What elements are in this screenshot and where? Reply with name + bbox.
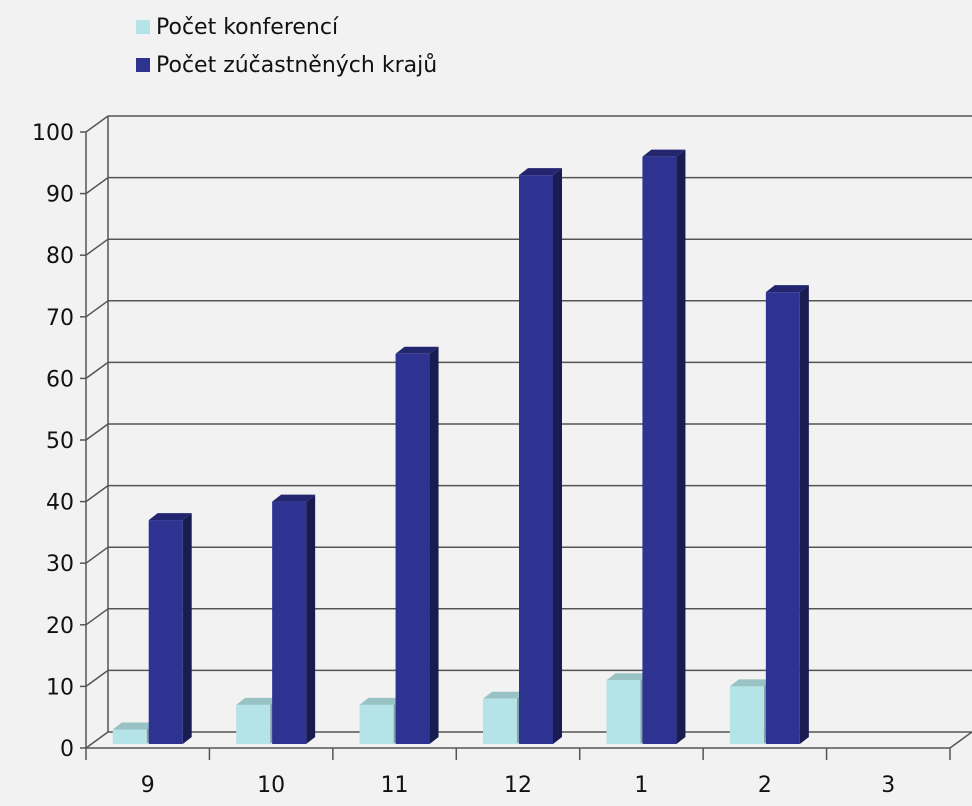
gridline-depth (85, 176, 109, 195)
bar (729, 686, 764, 744)
y-tick-label: 90 (46, 183, 74, 208)
bar-side (799, 285, 809, 744)
x-tick-label: 1 (634, 773, 648, 798)
gridline-depth (85, 608, 109, 626)
y-tick-label: 100 (32, 121, 74, 146)
bar (642, 156, 677, 744)
gridline-depth (85, 669, 109, 688)
bar-side (182, 513, 192, 744)
gridline-depth (85, 484, 109, 503)
bar-top (765, 285, 809, 293)
y-tick-label: 70 (46, 306, 74, 331)
gridline-depth (85, 546, 109, 564)
bar (359, 704, 394, 744)
x-tick-label: 2 (758, 773, 772, 798)
bar (112, 729, 147, 744)
bar (395, 353, 430, 744)
bar (272, 501, 307, 744)
gridline-depth (85, 361, 109, 380)
bar-top (148, 513, 192, 521)
bar (519, 175, 553, 744)
y-tick-label: 40 (46, 491, 74, 516)
floor-edge (949, 731, 972, 749)
bar (483, 698, 517, 744)
x-tick-label: 11 (381, 773, 409, 798)
bar (148, 520, 183, 744)
y-tick-label: 0 (60, 737, 74, 762)
gridline-depth (85, 300, 109, 318)
gridline-depth (85, 731, 109, 749)
bar (765, 292, 800, 744)
legend-swatch-regions (136, 58, 150, 72)
bar-top (272, 494, 316, 502)
bar-top (236, 697, 280, 705)
x-tick-label: 10 (257, 773, 285, 798)
y-tick-label: 50 (46, 429, 74, 454)
legend-label-conferences: Počet konferencí (156, 14, 339, 40)
bar-side (676, 149, 686, 744)
bar-top (519, 168, 562, 176)
bar-top (359, 697, 403, 705)
x-tick-label: 3 (881, 773, 895, 798)
bar (606, 680, 641, 744)
bar-top (642, 149, 686, 157)
legend: Počet konferencí Počet zúčastněných kraj… (136, 8, 437, 84)
y-tick-label: 80 (46, 244, 74, 269)
bar-side (429, 346, 439, 744)
legend-label-regions: Počet zúčastněných krajů (156, 52, 438, 78)
y-tick-label: 60 (46, 367, 74, 392)
bar (236, 704, 271, 744)
bar-top (395, 346, 439, 354)
bar-top (729, 679, 773, 687)
legend-item-conferences: Počet konferencí (136, 8, 437, 46)
bar-top (606, 673, 650, 681)
y-tick-label: 10 (46, 675, 74, 700)
gridline-depth (85, 423, 109, 441)
gridline-depth (85, 238, 109, 256)
y-tick-label: 20 (46, 614, 74, 639)
y-tick-label: 30 (46, 552, 74, 577)
legend-swatch-conferences (136, 20, 150, 34)
gridline-depth (85, 115, 109, 133)
bar-top (483, 691, 526, 699)
bar-side (306, 494, 316, 744)
x-tick-label: 12 (504, 773, 532, 798)
bar-side (553, 168, 562, 744)
x-tick-label: 9 (141, 773, 155, 798)
bar-top (112, 722, 156, 730)
legend-item-regions: Počet zúčastněných krajů (136, 46, 437, 84)
